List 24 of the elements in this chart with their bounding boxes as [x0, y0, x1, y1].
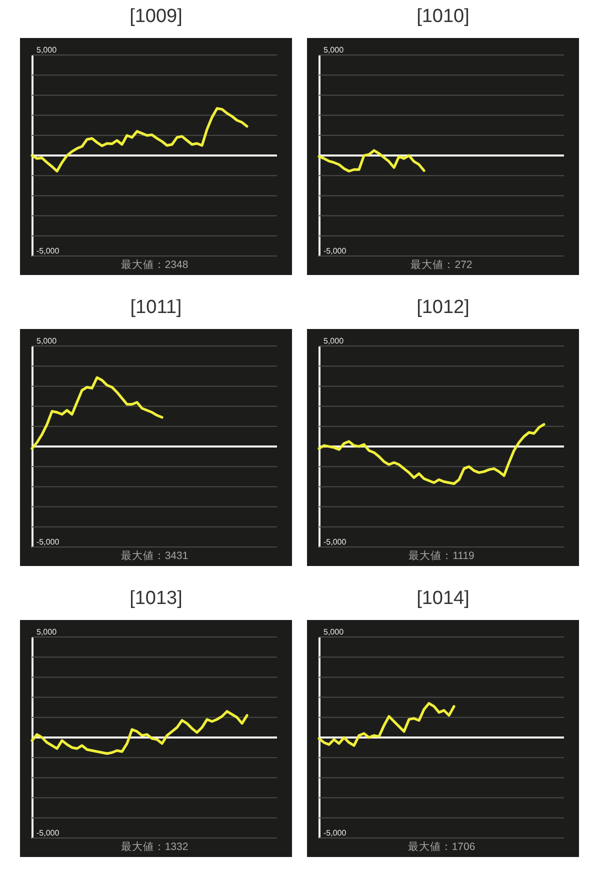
chart-title: [1013]: [128, 587, 184, 611]
chart-title: [1010]: [416, 5, 470, 29]
text: 最大値：3431: [120, 549, 188, 562]
y-tick-label: -5,000: [36, 538, 60, 546]
text: 最大値：2348: [120, 258, 188, 271]
y-tick-label: 5,000: [36, 336, 58, 346]
text: 最大値：272: [410, 258, 472, 271]
chart-title: [1012]: [416, 296, 470, 320]
y-tick-label: -5,000: [324, 538, 347, 546]
text: 最大値：1119: [408, 549, 475, 562]
text: 最大値：1706: [408, 840, 476, 853]
text: 最大値：1332: [120, 840, 188, 853]
y-tick-label: 5,000: [324, 628, 344, 636]
y-tick-label: -5,000: [324, 246, 347, 256]
y-tick-label: 5,000: [36, 628, 58, 636]
chart-title: [1009]: [128, 5, 184, 29]
y-tick-label: 5,000: [324, 336, 344, 346]
y-tick-label: -5,000: [324, 828, 347, 838]
y-tick-label: 5,000: [36, 46, 58, 54]
chart-title: [1011]: [129, 296, 183, 320]
y-tick-label: 5,000: [324, 46, 344, 54]
y-tick-label: -5,000: [36, 828, 60, 838]
chart-title: [1014]: [416, 587, 470, 611]
y-tick-label: -5,000: [36, 246, 60, 256]
